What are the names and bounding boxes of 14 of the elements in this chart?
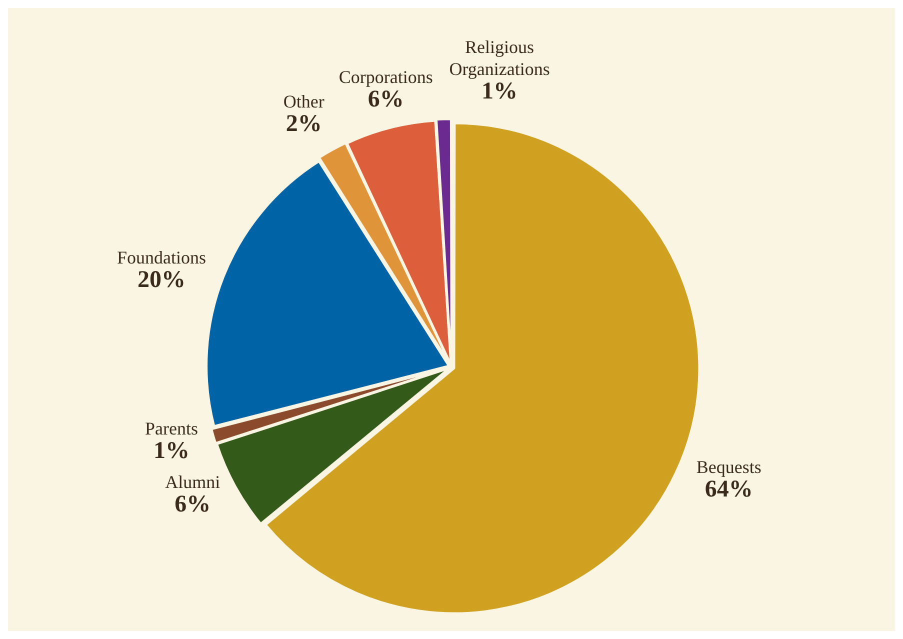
data-label: 6% xyxy=(174,491,211,518)
data-label: 20% xyxy=(138,267,186,294)
data-label: 6% xyxy=(368,86,404,112)
slice-label: Corporations xyxy=(338,67,433,88)
slice-label: Foundations xyxy=(117,248,206,268)
slice-label: Other xyxy=(283,91,324,112)
slice-label: Religious Organizations xyxy=(449,36,550,79)
data-label: 1% xyxy=(153,438,190,464)
slice-label: Alumni xyxy=(165,472,220,492)
data-label: 1% xyxy=(482,78,518,104)
slice-label: Parents xyxy=(144,418,198,438)
data-label: 64% xyxy=(704,476,753,503)
slice-label: Bequests xyxy=(696,457,762,478)
data-label: 2% xyxy=(286,110,322,137)
